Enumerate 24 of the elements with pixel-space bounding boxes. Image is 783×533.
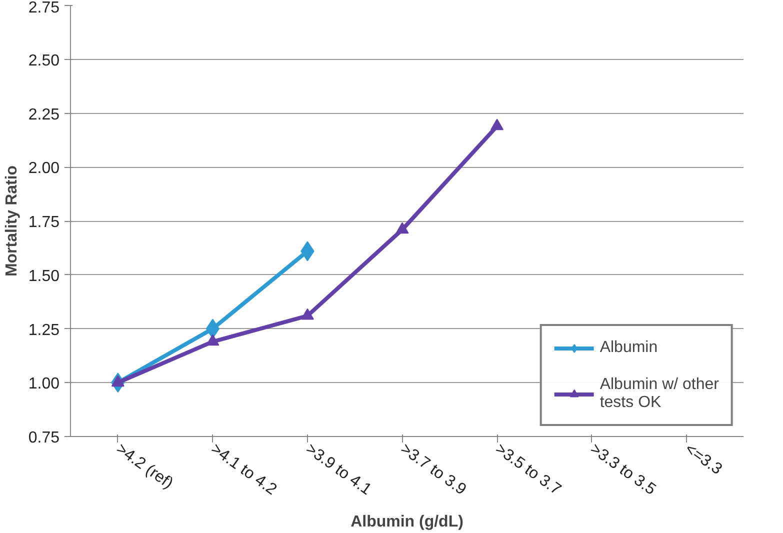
point [300,308,314,320]
y-tick-label: 2.50 [28,52,60,70]
x-tick-label: >4.2 (ref) [112,440,176,492]
x-tick-label: >3.7 to 3.9 [397,440,470,499]
y-tick-label: 1.50 [28,268,60,285]
x-axis-title: Albumin (g/dL) [350,514,464,531]
point [490,118,504,130]
x-tick-label: >4.1 to 4.2 [208,440,280,499]
x-tick-label: >3.9 to 4.1 [302,440,374,499]
y-tick-label: 2.25 [28,106,60,124]
y-tick-label: 2.75 [28,0,60,16]
y-tick-label: 0.75 [28,430,60,446]
point [206,334,220,346]
y-tick-label: 2.00 [28,160,60,178]
y-tick-label: 1.75 [28,214,60,231]
y-axis-title: Mortality Ratio [3,165,20,277]
y-tick-label: 1.25 [28,322,60,339]
x-tick-label: >3.5 to 3.7 [492,440,564,499]
legend-label: Albumin [600,339,658,357]
y-tick-label: 1.00 [28,376,60,393]
x-tick-label: >3.3 to 3.5 [586,440,659,499]
x-tick-label: <=3.3 [682,440,725,478]
point [396,222,409,234]
legend-label: Albumin w/ other tests OK [600,376,719,412]
